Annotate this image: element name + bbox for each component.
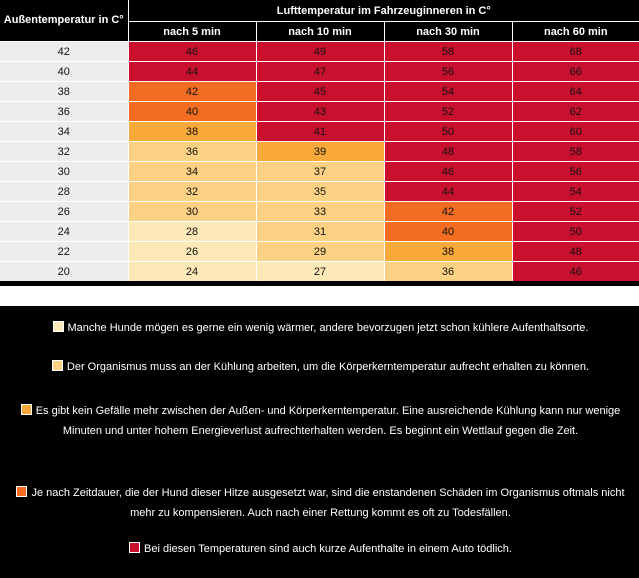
table-row: 22 26 29 38 48: [0, 241, 639, 262]
inside-temperature-cell: 64: [511, 81, 639, 102]
inside-temperature-cell: 32: [127, 181, 256, 202]
legend-item: Bei diesen Temperaturen sind auch kurze …: [6, 539, 635, 559]
inside-temperature-cell: 68: [511, 41, 639, 62]
inside-temperature-cell: 48: [383, 141, 512, 162]
inside-temperature-cell: 56: [511, 161, 639, 182]
outside-temperature-cell: 26: [0, 201, 128, 222]
inside-temperature-cell: 37: [255, 161, 384, 182]
inside-temperature-cell: 31: [255, 221, 384, 242]
legend-item: Je nach Zeitdauer, die der Hund dieser H…: [6, 483, 635, 523]
outside-temperature-cell: 30: [0, 161, 128, 182]
inside-temperature-cell: 58: [511, 141, 639, 162]
table-row: 32 36 39 48 58: [0, 141, 639, 162]
inside-temperature-cell: 44: [127, 61, 256, 82]
inside-temperature-cell: 40: [383, 221, 512, 242]
temperature-table: Außentemperatur in C° Lufttemperatur im …: [0, 0, 639, 281]
inside-temperature-cell: 40: [127, 101, 256, 122]
inside-temperature-cell: 58: [383, 41, 512, 62]
outside-temperature-cell: 20: [0, 261, 128, 281]
outside-temperature-cell: 38: [0, 81, 128, 102]
outside-temperature-cell: 42: [0, 41, 128, 62]
inside-temperature-cell: 39: [255, 141, 384, 162]
inside-temperature-cell: 36: [127, 141, 256, 162]
table-row: 26 30 33 42 52: [0, 201, 639, 222]
inside-temperature-cell: 27: [255, 261, 384, 281]
inside-temperature-cell: 50: [383, 121, 512, 142]
outside-temperature-cell: 24: [0, 221, 128, 242]
inside-temperature-cell: 49: [255, 41, 384, 62]
legend-item: Manche Hunde mögen es gerne ein wenig wä…: [6, 318, 635, 338]
legend-text: Bei diesen Temperaturen sind auch kurze …: [144, 543, 512, 555]
inside-temperature-cell: 42: [383, 201, 512, 222]
legend-color-swatch: [16, 486, 28, 497]
inside-temperature-cell: 44: [383, 181, 512, 202]
inside-temperature-cell: 46: [383, 161, 512, 182]
column-header: nach 5 min: [127, 21, 256, 42]
table-row: 28 32 35 44 54: [0, 181, 639, 202]
outside-temperature-cell: 32: [0, 141, 128, 162]
legend-color-swatch: [20, 404, 32, 415]
inside-temperature-cell: 33: [255, 201, 384, 222]
inside-temperature-cell: 26: [127, 241, 256, 262]
inside-temperature-cell: 43: [255, 101, 384, 122]
legend-text: Je nach Zeitdauer, die der Hund dieser H…: [31, 487, 625, 519]
table-row: 38 42 45 54 64: [0, 81, 639, 102]
table-row: 24 28 31 40 50: [0, 221, 639, 242]
legend-text: Es gibt kein Gefälle mehr zwischen der A…: [35, 405, 621, 437]
table-row: 36 40 43 52 62: [0, 101, 639, 122]
inside-temperature-cell: 46: [127, 41, 256, 62]
outside-temperature-cell: 36: [0, 101, 128, 122]
inside-temperature-cell: 54: [511, 181, 639, 202]
legend-text: Der Organismus muss an der Kühlung arbei…: [66, 361, 590, 373]
table-body: 42 46 49 58 68 40 44 47 56 66 38 42 45 54 64 36 40 43 52 62…: [0, 41, 639, 281]
legend-item: Es gibt kein Gefälle mehr zwischen der A…: [6, 401, 635, 441]
inside-temperature-cell: 47: [255, 61, 384, 82]
outside-temperature-cell: 34: [0, 121, 128, 142]
column-header: nach 10 min: [255, 21, 384, 42]
outside-temperature-cell: 28: [0, 181, 128, 202]
inside-temperature-cell: 41: [255, 121, 384, 142]
inside-temperature-cell: 38: [383, 241, 512, 262]
table-row: 34 38 41 50 60: [0, 121, 639, 142]
table-row: 42 46 49 58 68: [0, 41, 639, 62]
legend-color-swatch: [129, 542, 141, 553]
inside-temperature-cell: 28: [127, 221, 256, 242]
inside-temperature-cell: 38: [127, 121, 256, 142]
outside-temperature-cell: 22: [0, 241, 128, 262]
inside-temperature-cell: 62: [511, 101, 639, 122]
inside-temperature-cell: 29: [255, 241, 384, 262]
table-row: 20 24 27 36 46: [0, 261, 639, 281]
legend-item: Der Organismus muss an der Kühlung arbei…: [6, 357, 635, 377]
inside-temperature-cell: 52: [383, 101, 512, 122]
inside-temperature-cell: 30: [127, 201, 256, 222]
inside-temperature-cell: 66: [511, 61, 639, 82]
header-outside-temperature: Außentemperatur in C°: [0, 0, 128, 42]
inside-temperature-cell: 52: [511, 201, 639, 222]
table-row: 40 44 47 56 66: [0, 61, 639, 82]
inside-temperature-cell: 24: [127, 261, 256, 281]
column-header: nach 30 min: [383, 21, 512, 42]
column-header: nach 60 min: [511, 21, 639, 42]
header-inside-temperature: Lufttemperatur im Fahrzeuginneren in C°: [127, 0, 639, 22]
inside-temperature-cell: 35: [255, 181, 384, 202]
table-row: 30 34 37 46 56: [0, 161, 639, 182]
inside-temperature-cell: 54: [383, 81, 512, 102]
legend-color-swatch: [51, 360, 63, 371]
inside-temperature-cell: 46: [511, 261, 639, 281]
inside-temperature-cell: 48: [511, 241, 639, 262]
inside-temperature-cell: 50: [511, 221, 639, 242]
inside-temperature-cell: 60: [511, 121, 639, 142]
inside-temperature-cell: 45: [255, 81, 384, 102]
legend-text: Manche Hunde mögen es gerne ein wenig wä…: [67, 322, 589, 334]
inside-temperature-cell: 34: [127, 161, 256, 182]
inside-temperature-cell: 36: [383, 261, 512, 281]
outside-temperature-cell: 40: [0, 61, 128, 82]
table-footer-strip: [0, 286, 639, 306]
inside-temperature-cell: 56: [383, 61, 512, 82]
inside-temperature-cell: 42: [127, 81, 256, 102]
legend-color-swatch: [52, 321, 64, 332]
